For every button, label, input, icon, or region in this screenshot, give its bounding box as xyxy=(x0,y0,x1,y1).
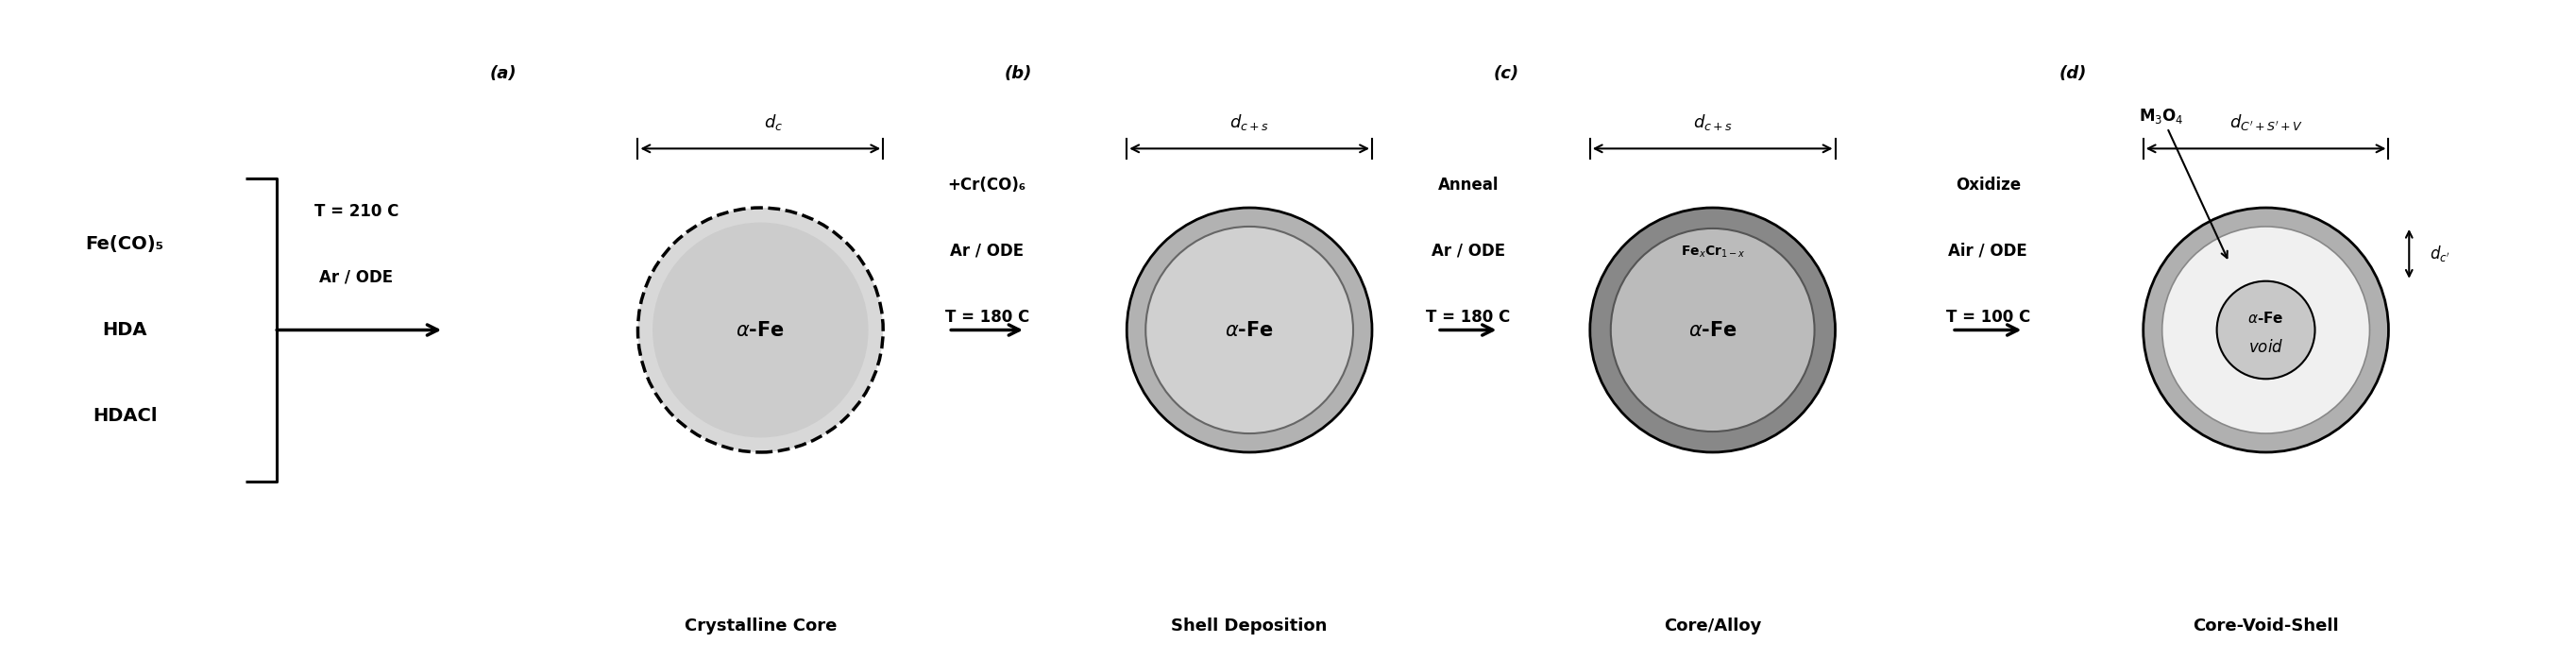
Text: Anneal: Anneal xyxy=(1437,177,1499,194)
Ellipse shape xyxy=(2143,208,2388,452)
Ellipse shape xyxy=(639,208,884,452)
Text: Air / ODE: Air / ODE xyxy=(1947,243,2027,259)
Text: HDACl: HDACl xyxy=(93,407,157,424)
Ellipse shape xyxy=(652,222,868,438)
Text: Core/Alloy: Core/Alloy xyxy=(1664,617,1762,634)
Text: +Cr(CO)₆: +Cr(CO)₆ xyxy=(948,177,1025,194)
Text: (a): (a) xyxy=(489,65,518,82)
Text: Core-Void-Shell: Core-Void-Shell xyxy=(2192,617,2339,634)
Text: HDA: HDA xyxy=(103,321,147,339)
Text: T = 100 C: T = 100 C xyxy=(1945,308,2030,325)
Ellipse shape xyxy=(2161,226,2370,434)
Text: $\mathit{void}$: $\mathit{void}$ xyxy=(2249,339,2282,356)
Text: $d_{c+s}$: $d_{c+s}$ xyxy=(1229,112,1270,132)
Text: $\alpha$-Fe: $\alpha$-Fe xyxy=(1687,321,1736,339)
Text: Ar / ODE: Ar / ODE xyxy=(1432,243,1504,259)
Text: Ar / ODE: Ar / ODE xyxy=(951,243,1023,259)
Text: M$_3$O$_4$: M$_3$O$_4$ xyxy=(2138,106,2228,258)
Text: (c): (c) xyxy=(1494,65,1520,82)
Text: $d_{c'}$: $d_{c'}$ xyxy=(2429,244,2450,264)
Text: $\alpha$-Fe: $\alpha$-Fe xyxy=(2249,310,2285,325)
Text: Crystalline Core: Crystalline Core xyxy=(685,617,837,634)
Text: Ar / ODE: Ar / ODE xyxy=(319,269,394,286)
Text: $d_{c+s}$: $d_{c+s}$ xyxy=(1692,112,1734,132)
Text: $\alpha$-Fe: $\alpha$-Fe xyxy=(1226,321,1275,339)
Ellipse shape xyxy=(2218,281,2316,379)
Text: Fe$_x$Cr$_{1-x}$: Fe$_x$Cr$_{1-x}$ xyxy=(1680,244,1744,259)
Text: Oxidize: Oxidize xyxy=(1955,177,2020,194)
Text: $d_{C'+S'+V}$: $d_{C'+S'+V}$ xyxy=(2228,112,2303,132)
Text: T = 180 C: T = 180 C xyxy=(1427,308,1510,325)
Text: $\alpha$-Fe: $\alpha$-Fe xyxy=(737,321,786,339)
Text: (d): (d) xyxy=(2058,65,2087,82)
Ellipse shape xyxy=(1146,226,1352,434)
Text: $d_c$: $d_c$ xyxy=(765,112,783,132)
Ellipse shape xyxy=(1589,208,1834,452)
Ellipse shape xyxy=(1126,208,1373,452)
Ellipse shape xyxy=(1610,228,1814,432)
Text: (b): (b) xyxy=(1005,65,1030,82)
Text: T = 180 C: T = 180 C xyxy=(945,308,1028,325)
Text: Shell Deposition: Shell Deposition xyxy=(1172,617,1327,634)
Text: T = 210 C: T = 210 C xyxy=(314,203,399,220)
Text: Fe(CO)₅: Fe(CO)₅ xyxy=(85,236,165,253)
